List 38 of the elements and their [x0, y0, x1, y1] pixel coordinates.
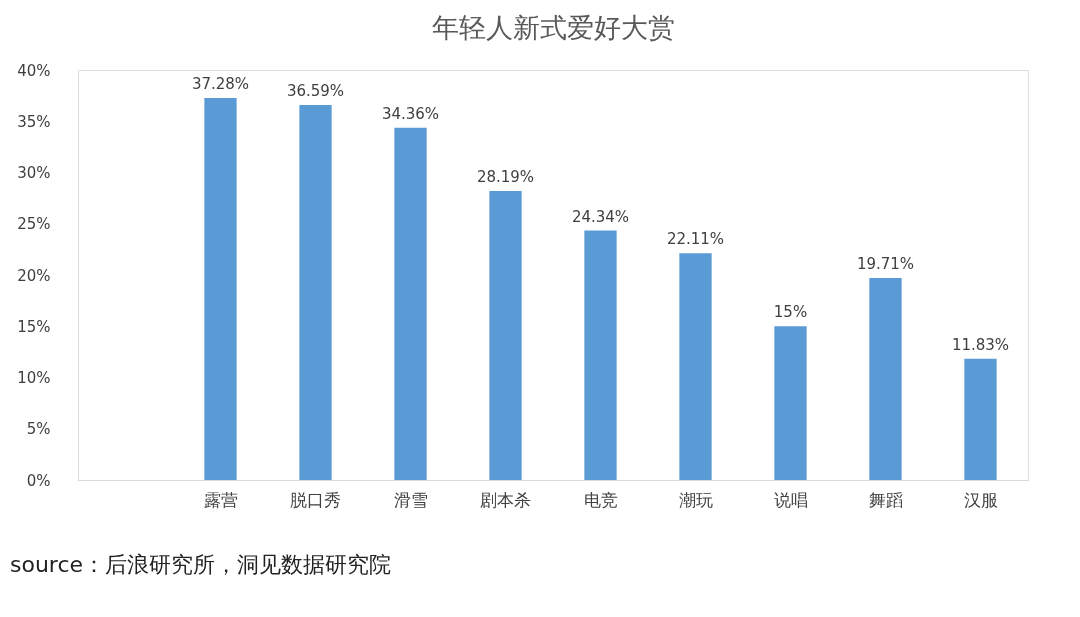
- x-tick-label: 汉服: [963, 489, 998, 510]
- y-tick-label: 5%: [26, 420, 51, 439]
- x-tick-label: 说唱: [773, 489, 808, 510]
- data-label: 11.83%: [951, 335, 1010, 354]
- y-tick-label: 25%: [17, 215, 51, 234]
- data-label: 37.28%: [191, 74, 250, 93]
- bar: [869, 277, 902, 480]
- y-tick-label: 30%: [17, 164, 51, 182]
- y-tick-label: 0%: [26, 471, 51, 490]
- bar: [299, 104, 332, 480]
- bar: [679, 253, 712, 480]
- data-label: 28.19%: [476, 168, 535, 187]
- y-tick-label: 15%: [17, 317, 51, 336]
- x-tick-label: 剧本杀: [480, 489, 531, 510]
- y-tick-label: 20%: [17, 266, 51, 285]
- source-note: source：后浪研究所，洞见数据研究院: [10, 552, 392, 577]
- y-tick-label: 40%: [17, 61, 51, 80]
- bar: [204, 97, 237, 480]
- data-label: 15%: [773, 303, 808, 322]
- data-label: 36.59%: [286, 81, 345, 100]
- y-tick-label: 10%: [17, 369, 51, 387]
- bar: [584, 230, 617, 480]
- data-label: 24.34%: [571, 207, 630, 226]
- chart-title: 年轻人新式爱好大赏: [431, 12, 675, 43]
- x-tick-label: 露营: [203, 489, 238, 510]
- x-tick-label: 滑雪: [393, 489, 428, 510]
- data-label: 22.11%: [666, 230, 725, 249]
- y-tick-label: 35%: [17, 112, 51, 131]
- bar: [394, 127, 427, 480]
- data-label: 19.71%: [856, 254, 915, 273]
- bar: [774, 326, 807, 480]
- bar: [964, 358, 997, 480]
- x-tick-label: 潮玩: [678, 489, 713, 510]
- bar: [489, 191, 522, 480]
- x-tick-label: 电竞: [583, 489, 618, 510]
- data-label: 34.36%: [381, 104, 440, 123]
- x-tick-label: 脱口秀: [290, 489, 341, 510]
- x-tick-label: 舞蹈: [868, 489, 903, 510]
